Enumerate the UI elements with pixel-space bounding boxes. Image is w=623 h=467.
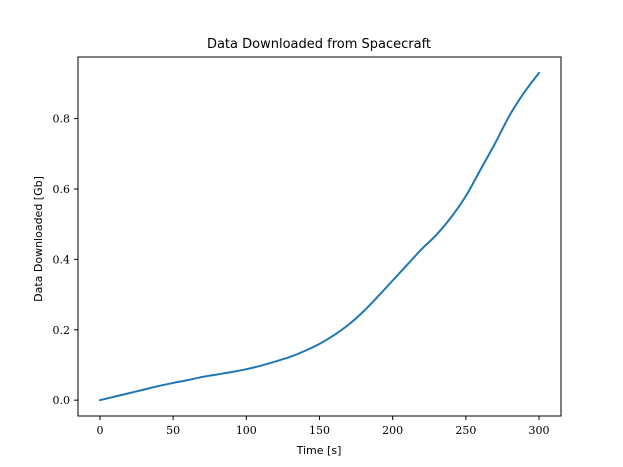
y-tick-label: 0.8 (53, 113, 71, 126)
x-tick-label: 250 (455, 424, 476, 437)
axes-frame (77, 56, 562, 417)
x-tick-label: 0 (96, 424, 103, 437)
x-tick-label: 150 (309, 424, 330, 437)
y-tick-label: 0.6 (53, 183, 71, 196)
x-axis-label: Time [s] (296, 444, 342, 457)
x-tick-label: 300 (529, 424, 550, 437)
axis-ticks: 0 50 100 150 200 250 300 0.0 0.2 0.4 0.6 0.8 (53, 113, 550, 437)
y-axis-label: Data Downloaded [Gb] (32, 176, 45, 302)
chart-title: Data Downloaded from Spacecraft (207, 37, 431, 52)
x-tick-label: 100 (236, 424, 257, 437)
y-tick-label: 0.4 (53, 253, 71, 266)
x-tick-label: 200 (382, 424, 403, 437)
x-tick-label: 50 (166, 424, 180, 437)
plot-area (98, 71, 541, 402)
y-tick-label: 0.2 (53, 324, 71, 337)
y-tick-label: 0.0 (53, 394, 71, 407)
series-line (98, 71, 541, 402)
